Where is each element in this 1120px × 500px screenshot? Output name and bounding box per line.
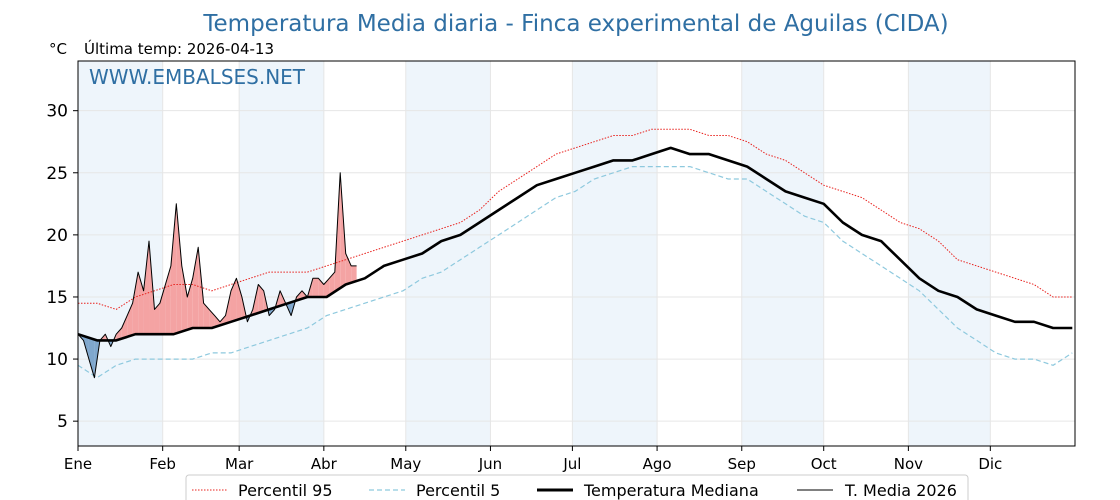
y-tick-label: 30 [46,102,68,122]
month-bands [78,61,991,446]
legend-label-p95: Percentil 95 [238,481,333,500]
fill-above-median [159,284,166,335]
y-tick-label: 20 [46,226,68,246]
y-tick-label: 10 [46,350,68,370]
legend: Percentil 95 Percentil 5 Temperatura Med… [185,474,969,500]
series-line-temperatura-mediana [77,146,1073,342]
fill-above-median [236,278,242,321]
month-band [741,61,824,446]
fill-above-median [127,303,133,337]
x-tick-label: Dic [978,455,1002,473]
fill-above-median [143,241,150,335]
x-tick-label: Jun [478,455,502,473]
fill-above-median [329,272,335,296]
fill-above-median [230,278,237,322]
fill-above-median [214,315,221,328]
x-tick-label: May [390,455,421,473]
month-band [572,61,658,446]
fill-above-median [116,328,122,341]
fill-above-median [121,315,128,339]
legend-label-p5: Percentil 5 [416,481,500,500]
x-tick-label: Ago [643,455,672,473]
series-line-t-media-2026 [77,172,357,379]
fill-above-median [345,253,352,285]
unit-label: °C [49,40,67,58]
chart-subtitle: Última temp: 2026-04-13 [84,39,274,58]
fill-above-median [323,278,330,297]
fill-above-median [181,265,188,332]
x-tick-label: Nov [894,455,923,473]
x-tick-label: Jul [562,455,581,473]
legend-label-median: Temperatura Mediana [583,481,759,500]
x-tick-label: Feb [149,455,176,473]
fill-above-median [170,203,177,335]
legend-label-current: T. Media 2026 [844,481,957,500]
fill-above-median [203,303,210,329]
fill-above-median [351,265,357,283]
y-tick-label: 25 [46,164,68,184]
fill-above-median [132,272,139,336]
x-tick-label: Oct [811,455,837,473]
series-line-percentil-95 [78,128,1073,310]
fill-above-median [176,203,182,334]
fill-above-median [154,303,160,335]
y-tick-label: 5 [57,412,68,432]
fill-above-median [165,265,171,335]
y-axis: 5 10 15 20 25 30 [46,102,78,432]
fill-above-median [258,284,264,313]
x-tick-label: Ene [64,455,92,473]
legend-box [185,474,969,500]
y-tick-label: 15 [46,288,68,308]
x-tick-label: Mar [225,455,254,473]
x-tick-label: Sep [728,455,756,473]
fill-above-median [312,278,319,297]
series-lines [77,128,1073,379]
fill-above-median [340,172,346,289]
fill-above-median [192,247,199,329]
series-line-percentil-5 [77,166,1073,379]
month-band [908,61,991,446]
fill-above-median [187,278,193,330]
month-band [239,61,324,446]
x-tick-label: Abr [311,455,338,473]
fill-above-median [209,309,215,329]
watermark: WWW.EMBALSES.NET [89,65,306,89]
x-axis: Ene Feb Mar Abr May Jun Jul Ago Sep Oct Nov Dic [64,446,1002,473]
chart-title: Temperatura Media diaria - Finca experim… [202,11,948,37]
fill-above-median [318,278,324,297]
fill-below-median [88,337,95,378]
plot-frame [77,60,1076,447]
